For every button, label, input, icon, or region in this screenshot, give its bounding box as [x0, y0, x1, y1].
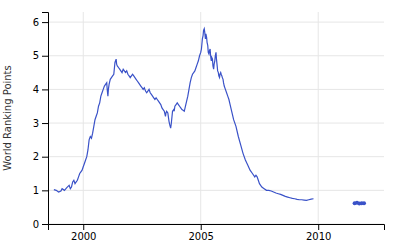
- series-line: [54, 29, 314, 201]
- grid-line: [318, 12, 319, 224]
- grid-line: [200, 12, 201, 224]
- tick-label: 6: [33, 17, 39, 28]
- grid-line: [48, 22, 384, 23]
- tick-label: 2: [33, 151, 39, 162]
- tick-label: 2000: [71, 231, 96, 242]
- axis-line: [42, 13, 49, 225]
- grid-line: [48, 190, 384, 191]
- tick: 4: [33, 84, 48, 95]
- axis-line: [49, 225, 385, 231]
- grid: [48, 12, 384, 224]
- plot: 2000 2005 2010 0 1 2 3 4 5 6 World Ranking Points: [2, 12, 385, 242]
- tick: 2000: [71, 224, 96, 242]
- tick-label: 4: [33, 84, 39, 95]
- tick-mark: [42, 22, 48, 23]
- tick-mark: [318, 224, 319, 230]
- tick-label: 5: [33, 50, 39, 61]
- tick-label: 2005: [189, 231, 214, 242]
- tick-label: 1: [33, 185, 39, 196]
- y-axis-title: World Ranking Points: [2, 65, 13, 171]
- tick: 6: [33, 17, 48, 28]
- point: [362, 201, 366, 205]
- tick-label: 3: [33, 118, 39, 129]
- y-axis: 0 1 2 3 4 5 6: [33, 13, 49, 230]
- marks: [54, 29, 366, 206]
- grid-line: [48, 89, 384, 90]
- tick: 0: [33, 219, 48, 230]
- tick-mark: [42, 190, 48, 191]
- grid-line: [83, 12, 84, 224]
- tick-mark: [42, 157, 48, 158]
- tick-label: 2010: [306, 231, 331, 242]
- chart: 2000 2005 2010 0 1 2 3 4 5 6 World Ranking Points: [0, 0, 400, 250]
- x-axis: 2000 2005 2010: [49, 224, 385, 242]
- tick: 2005: [189, 224, 214, 242]
- tick-mark: [201, 224, 202, 230]
- grid-line: [48, 156, 384, 157]
- tick: 5: [33, 50, 48, 61]
- tick: 2010: [306, 224, 331, 242]
- tick: 3: [33, 118, 48, 129]
- tick-mark: [42, 224, 48, 225]
- tick-mark: [83, 224, 84, 230]
- tick: 1: [33, 185, 48, 196]
- tick-mark: [42, 89, 48, 90]
- grid-line: [48, 123, 384, 124]
- tick: 2: [33, 151, 48, 162]
- tick-mark: [42, 123, 48, 124]
- tick-label: 0: [33, 219, 39, 230]
- tick-mark: [42, 56, 48, 57]
